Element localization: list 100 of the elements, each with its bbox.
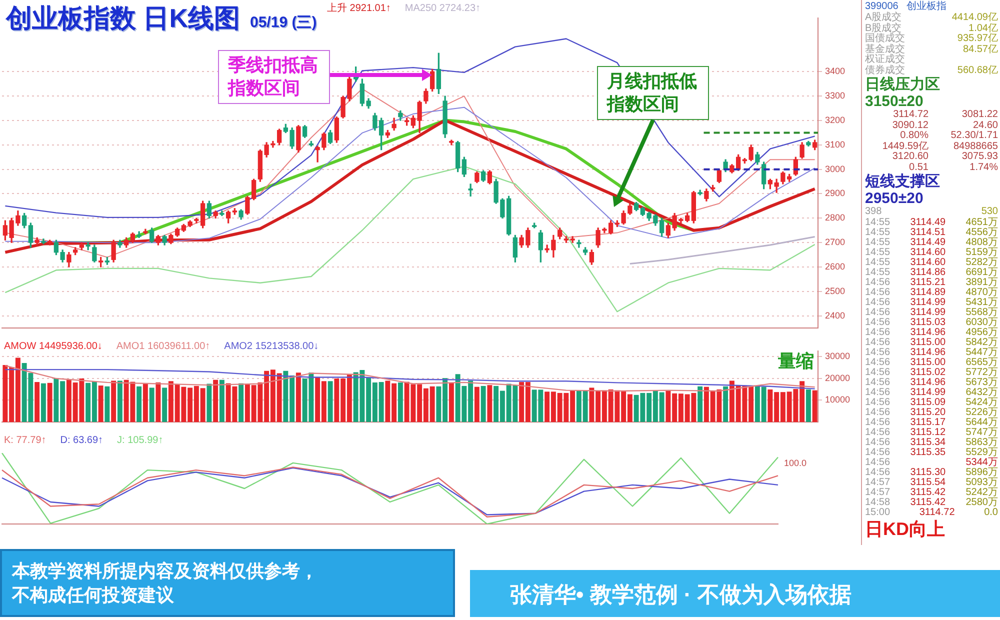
y-tick-label: 30000 bbox=[825, 350, 850, 361]
bar bbox=[162, 388, 168, 422]
text: AMO1 16039611.00↑ bbox=[116, 340, 210, 352]
bar bbox=[47, 382, 52, 422]
text: 14:56 5344万 bbox=[865, 456, 998, 468]
text: J: 105.99↑ bbox=[117, 434, 164, 446]
text: 14:56 3114.99 5568万 bbox=[865, 306, 998, 318]
y-tick-label: 3100 bbox=[825, 139, 846, 150]
bar bbox=[448, 382, 454, 422]
y-tick-label: 3200 bbox=[825, 115, 846, 126]
text: 14:55 3114.49 4651万 bbox=[865, 216, 998, 228]
text: 3075.93 bbox=[960, 151, 998, 162]
text: 24.60 bbox=[972, 120, 998, 130]
text: 399006 创业板指 bbox=[865, 0, 946, 12]
text: 14:55 3114.60 5159万 bbox=[865, 246, 998, 258]
text: 14:55 3114.60 5282万 bbox=[865, 256, 998, 268]
bar bbox=[328, 381, 333, 422]
text: 14:58 3115.42 2580万 bbox=[865, 496, 998, 508]
bar bbox=[104, 386, 110, 422]
bar bbox=[156, 382, 161, 422]
text: 14:56 3115.12 5747万 bbox=[865, 426, 998, 438]
text: 3081.22 bbox=[960, 109, 998, 120]
bar bbox=[40, 383, 46, 422]
y-tick-label: 2400 bbox=[825, 310, 846, 320]
text: 14:55 3114.51 4556万 bbox=[865, 226, 998, 238]
bar bbox=[474, 386, 480, 422]
text: 权证成交 bbox=[865, 54, 905, 65]
text: 14:56 3114.96 5447万 bbox=[865, 346, 998, 358]
text: A股成交 4414.09亿 bbox=[865, 12, 998, 23]
text: 0.80% bbox=[899, 130, 928, 141]
text: 14:56 3115.34 5863万 bbox=[865, 436, 998, 448]
text: D: 63.69↑ bbox=[60, 434, 104, 446]
y-tick-label: 2700 bbox=[825, 237, 846, 248]
text: 14:56 3115.17 5644万 bbox=[865, 416, 998, 428]
bar bbox=[480, 386, 486, 422]
y-tick-label: 3400 bbox=[825, 66, 846, 76]
text: 日线压力区 3150±20 bbox=[865, 76, 940, 110]
bar bbox=[238, 383, 244, 422]
text: 14:56 3115.21 3891万 bbox=[865, 276, 998, 288]
bar bbox=[398, 382, 403, 422]
y-tick-label: 3300 bbox=[825, 90, 846, 101]
text: 短线支撑区 2950±20 bbox=[865, 173, 940, 207]
text: 15:00 3114.72 0.0 bbox=[865, 506, 998, 518]
y-tick-label: 2800 bbox=[825, 212, 846, 223]
text: 1.74% bbox=[968, 162, 998, 173]
bar bbox=[111, 380, 116, 422]
text: 14:56 3115.09 5424万 bbox=[865, 396, 998, 408]
bar bbox=[142, 384, 148, 422]
text: 本教学资料所提内容及资料仅供参考，不构成任何投资建议 bbox=[12, 560, 319, 607]
annotation: 月线扣抵低指数区间 bbox=[597, 66, 709, 120]
annotation: 季线扣抵高指数区间 bbox=[218, 50, 330, 104]
text: 398 530 bbox=[865, 206, 998, 217]
text: 张清华• 教学范例 · 不做为入场依据 bbox=[510, 582, 852, 607]
text: 14:56 3115.35 5529万 bbox=[865, 446, 998, 458]
annotation: 量缩 bbox=[777, 350, 814, 371]
text: 14:55 3114.86 6691万 bbox=[865, 266, 998, 278]
text: 14:56 3114.96 4956万 bbox=[865, 326, 998, 338]
text: 债券成交 560.68亿 bbox=[865, 64, 998, 76]
bar bbox=[206, 384, 212, 422]
text: 0.51 bbox=[908, 162, 928, 173]
y-tick-label: 2900 bbox=[825, 188, 846, 198]
bar bbox=[219, 380, 224, 422]
text: 基金成交 84.57亿 bbox=[865, 44, 998, 54]
bar bbox=[812, 390, 818, 422]
bar bbox=[723, 386, 728, 422]
text: 14:55 3114.49 4808万 bbox=[865, 236, 998, 248]
text: 14:56 3115.30 5896万 bbox=[865, 466, 998, 478]
text: 上升 2921.01↑ bbox=[327, 2, 391, 14]
bar bbox=[487, 385, 492, 422]
y-tick-label: 10000 bbox=[825, 394, 850, 405]
text: 14:57 3115.42 5242万 bbox=[865, 486, 998, 498]
text: 1449.59亿 bbox=[881, 140, 928, 152]
text: 14:56 3115.03 6030万 bbox=[865, 316, 998, 328]
text: 3114.72 bbox=[892, 109, 928, 120]
text: 14:56 3114.96 5673万 bbox=[865, 376, 998, 388]
series-label: AMOW 14495936.00↓ bbox=[4, 340, 102, 352]
text: 14:56 3115.02 5772万 bbox=[865, 366, 998, 378]
text: 日KD向上 bbox=[865, 518, 945, 538]
text: K: 77.79↑ bbox=[4, 434, 46, 446]
bar bbox=[117, 380, 122, 422]
bar bbox=[136, 386, 142, 422]
text: 84988665 bbox=[952, 140, 998, 152]
text: 3090.12 bbox=[891, 120, 928, 131]
bar bbox=[698, 386, 703, 422]
bar bbox=[98, 386, 104, 422]
text: 14:56 3114.99 5431万 bbox=[865, 296, 998, 308]
text: 14:56 3115.00 6565万 bbox=[865, 356, 998, 368]
text: 14:56 3114.89 4870万 bbox=[865, 286, 998, 298]
y-tick-label: 20000 bbox=[825, 372, 850, 383]
y-tick-label: 3000 bbox=[825, 164, 846, 174]
text: 3120.60 bbox=[891, 151, 928, 162]
text: 14:56 3115.00 5842万 bbox=[865, 336, 998, 348]
bar bbox=[806, 389, 811, 422]
text: B股成交 1.04亿 bbox=[865, 22, 998, 34]
chart-subtitle: 05/19 (三) bbox=[250, 14, 317, 31]
y-tick-label: 2500 bbox=[825, 286, 846, 296]
text: MA250 2724.23↑ bbox=[404, 2, 481, 14]
bar bbox=[34, 382, 40, 422]
text: 14:56 3114.99 6432万 bbox=[865, 386, 998, 398]
bar bbox=[149, 388, 154, 422]
